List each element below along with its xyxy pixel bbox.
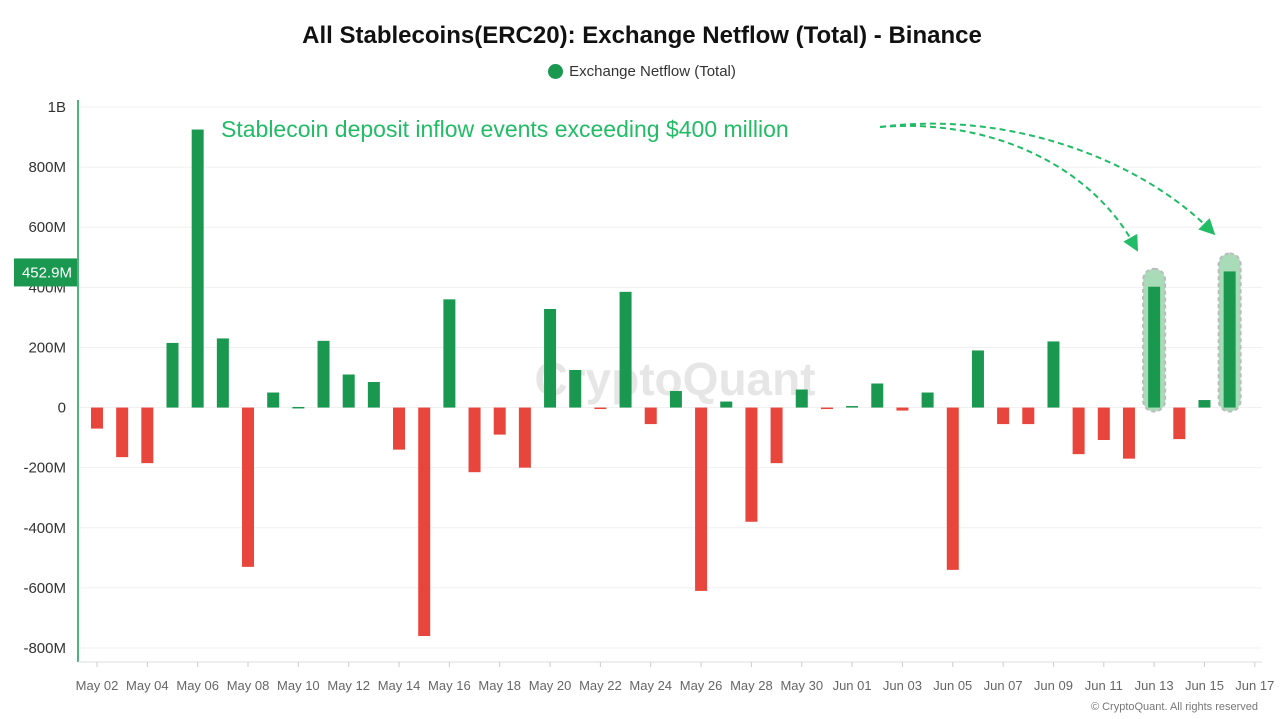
annotation-arrow <box>879 122 1216 236</box>
x-tick-label: May 12 <box>327 678 370 693</box>
x-tick-label: May 02 <box>76 678 119 693</box>
bar <box>1122 407 1135 459</box>
bar <box>1047 341 1060 408</box>
x-tick-label: May 16 <box>428 678 471 693</box>
bar <box>317 340 330 408</box>
bar <box>745 407 758 522</box>
x-tick-label: May 08 <box>227 678 270 693</box>
y-tick-label: -800M <box>23 640 66 657</box>
bar <box>468 407 481 473</box>
y-tick-label: -600M <box>23 580 66 597</box>
bar <box>216 338 229 408</box>
x-tick-label: May 18 <box>478 678 521 693</box>
x-tick-label: May 20 <box>529 678 572 693</box>
bar <box>267 392 280 408</box>
bar <box>695 407 708 591</box>
x-tick-label: May 10 <box>277 678 320 693</box>
bar <box>418 407 431 636</box>
current-value-marker <box>14 258 77 287</box>
bar <box>997 407 1010 425</box>
bar <box>946 407 959 570</box>
bar <box>292 406 305 409</box>
bar <box>1148 286 1161 408</box>
x-tick-label: Jun 13 <box>1135 678 1174 693</box>
y-tick-label: -200M <box>23 460 66 477</box>
legend[interactable]: Exchange Netflow (Total) <box>0 63 1280 80</box>
bar <box>493 407 506 435</box>
current-value-label: 452.9M <box>22 264 72 281</box>
bar <box>91 407 103 429</box>
bar <box>1022 407 1035 425</box>
bar <box>644 407 657 425</box>
bar <box>393 407 406 450</box>
x-tick-label: May 06 <box>176 678 219 693</box>
y-tick-label: -400M <box>23 520 66 537</box>
bar <box>191 129 204 408</box>
y-tick-label: 200M <box>28 339 66 356</box>
x-tick-label: Jun 09 <box>1034 678 1073 693</box>
bar <box>116 407 129 458</box>
bar <box>594 407 607 410</box>
bar <box>141 407 154 464</box>
bar <box>921 392 934 408</box>
bar <box>1072 407 1085 455</box>
y-tick-label: 600M <box>28 219 66 236</box>
x-tick-label: Jun 07 <box>984 678 1023 693</box>
x-tick-label: May 04 <box>126 678 169 693</box>
bar <box>1097 407 1110 441</box>
x-tick-label: May 26 <box>680 678 723 693</box>
legend-label: Exchange Netflow (Total) <box>569 63 736 80</box>
bar <box>770 407 783 464</box>
bar <box>795 389 808 408</box>
x-tick-label: May 24 <box>629 678 672 693</box>
bar <box>669 391 682 408</box>
bar <box>1198 400 1211 408</box>
x-tick-label: Jun 15 <box>1185 678 1224 693</box>
x-tick-label: Jun 17 <box>1235 678 1274 693</box>
bar <box>342 374 355 408</box>
bar <box>619 291 632 408</box>
bar <box>166 342 179 408</box>
bar <box>846 406 859 408</box>
x-tick-label: May 22 <box>579 678 622 693</box>
annotation-arrow <box>879 125 1139 252</box>
bar <box>1173 407 1186 440</box>
bar <box>544 308 557 408</box>
bar <box>242 407 255 567</box>
bar <box>569 369 582 408</box>
y-tick-label: 1B <box>48 99 66 116</box>
copyright: © CryptoQuant. All rights reserved <box>1090 701 1258 713</box>
y-tick-label: 0 <box>58 400 66 417</box>
bar <box>971 350 984 408</box>
annotation-text: Stablecoin deposit inflow events exceedi… <box>221 116 789 142</box>
legend-marker-icon <box>548 64 564 79</box>
bar <box>720 401 733 408</box>
bar <box>443 299 456 408</box>
chart-title: All Stablecoins(ERC20): Exchange Netflow… <box>302 22 982 49</box>
x-tick-label: May 30 <box>780 678 823 693</box>
x-tick-label: Jun 11 <box>1085 678 1123 693</box>
bar <box>871 383 884 408</box>
x-tick-label: May 28 <box>730 678 773 693</box>
bar <box>518 407 531 468</box>
x-tick-label: Jun 01 <box>833 678 872 693</box>
bar <box>367 382 380 408</box>
x-tick-label: Jun 05 <box>933 678 972 693</box>
bar <box>820 407 833 410</box>
x-tick-label: Jun 03 <box>883 678 922 693</box>
x-tick-label: May 14 <box>378 678 421 693</box>
y-tick-label: 800M <box>28 159 66 176</box>
bar <box>1223 271 1236 408</box>
bar <box>896 407 909 411</box>
